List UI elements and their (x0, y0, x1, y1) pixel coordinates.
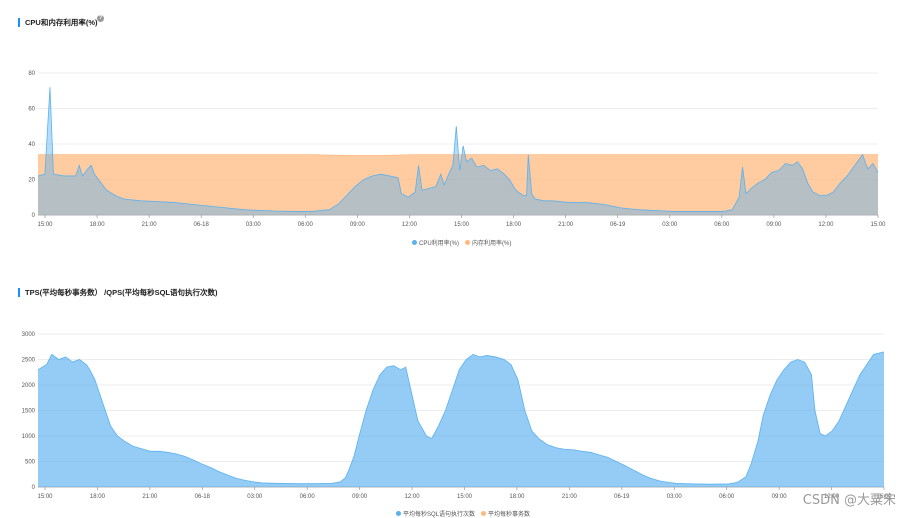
y-tick-label: 500 (25, 460, 36, 466)
y-tick-label: 20 (28, 178, 35, 184)
x-tick-label: 15:00 (37, 494, 53, 500)
chart-title-tps-qps: TPS(平均每秒事务数） /QPS(平均每秒SQL语句执行次数) (18, 288, 218, 297)
chart-cpu-mem: 0 20 40 60 80 15:00 18:00 21:00 06-18 03:00 06:00 0… (28, 71, 886, 228)
x-tick-label: 18:00 (506, 222, 522, 228)
x-tick-label: 18:00 (90, 494, 106, 500)
x-tick-label: 21:00 (142, 494, 158, 500)
x-tick-label: 15:00 (454, 222, 470, 228)
x-tick-label: 18:00 (509, 494, 525, 500)
x-tick-label: 09:00 (352, 494, 368, 500)
x-tick-label: 03:00 (246, 222, 262, 228)
y-tick-label: 40 (28, 142, 35, 148)
x-tick-label: 06-18 (194, 222, 210, 228)
chart-title-cpu-mem: CPU和内存利用率(%) (18, 18, 98, 27)
x-tick-label: 03:00 (662, 222, 678, 228)
legend-item-cpu[interactable]: CPU利用率(%) (412, 238, 459, 247)
x-tick-label: 15:00 (457, 494, 473, 500)
y-tick-label: 2500 (22, 358, 36, 364)
x-tick-label: 12:00 (405, 494, 421, 500)
series-area-b[interactable] (38, 154, 878, 215)
x-tick-label: 06:00 (719, 494, 735, 500)
legend-tps-qps: 平均每秒SQL语句执行次数 平均每秒事务数 (396, 509, 530, 518)
x-tick-label: 03:00 (667, 494, 683, 500)
y-tick-label: 3000 (22, 332, 36, 338)
legend-dot-mem (465, 240, 470, 245)
y-tick-label: 80 (28, 71, 35, 77)
legend-cpu-mem: CPU利用率(%) 内存利用率(%) (412, 238, 511, 247)
y-tick-label: 0 (32, 485, 36, 491)
legend-dot-tps (481, 511, 487, 516)
x-tick-label: 09:00 (350, 222, 366, 228)
x-tick-label: 06:00 (714, 222, 730, 228)
watermark: CSDN @大粟宋 (802, 493, 896, 508)
x-tick-label: 06-18 (195, 494, 211, 500)
chart-tps-qps: 0 500 1000 1500 2000 2500 3000 15:00 18:00 21:00 0… (22, 332, 893, 500)
legend-item-mem[interactable]: 内存利用率(%) (465, 238, 511, 247)
legend-label-cpu: CPU利用率(%) (419, 241, 459, 247)
legend-item-qps[interactable]: 平均每秒SQL语句执行次数 (396, 509, 475, 518)
x-tick-label: 06-19 (614, 494, 630, 500)
x-tick-label: 09:00 (772, 494, 788, 500)
x-tick-label: 21:00 (558, 222, 574, 228)
x-tick-label: 12:00 (824, 494, 840, 500)
series-line-a[interactable] (37, 351, 885, 485)
y-tick-label: 2000 (22, 383, 36, 389)
legend-item-tps[interactable]: 平均每秒事务数 (481, 509, 530, 518)
x-tick-label: 21:00 (562, 494, 578, 500)
series-line-b[interactable] (38, 154, 878, 156)
legend-label-mem: 内存利用率(%) (472, 241, 512, 247)
series-area-a[interactable] (38, 351, 884, 487)
legend-dot-cpu (412, 240, 417, 245)
x-tick-label: 15:00 (876, 494, 892, 500)
x-tick-label: 09:00 (766, 222, 782, 228)
legend-dot-qps (396, 511, 401, 516)
x-tick-label: 12:00 (402, 222, 418, 228)
x-tick-label: 12:00 (818, 222, 834, 228)
y-tick-label: 1500 (22, 409, 36, 415)
x-tick-label: 06:00 (300, 494, 316, 500)
x-tick-label: 21:00 (142, 222, 158, 228)
y-tick-label: 1000 (22, 434, 36, 440)
x-tick-label: 18:00 (90, 222, 106, 228)
legend-label-tps: 平均每秒事务数 (488, 512, 531, 518)
series-line-a[interactable] (37, 87, 879, 212)
x-tick-label: 15:00 (37, 222, 53, 228)
x-tick-label: 06-19 (610, 222, 626, 228)
y-tick-label: 0 (32, 213, 36, 219)
help-icon[interactable]: ? (97, 15, 104, 22)
legend-label-qps: 平均每秒SQL语句执行次数 (403, 512, 476, 518)
x-tick-label: 06:00 (298, 222, 314, 228)
x-tick-label: 15:00 (870, 222, 886, 228)
x-tick-label: 03:00 (247, 494, 263, 500)
y-tick-label: 60 (28, 107, 35, 113)
